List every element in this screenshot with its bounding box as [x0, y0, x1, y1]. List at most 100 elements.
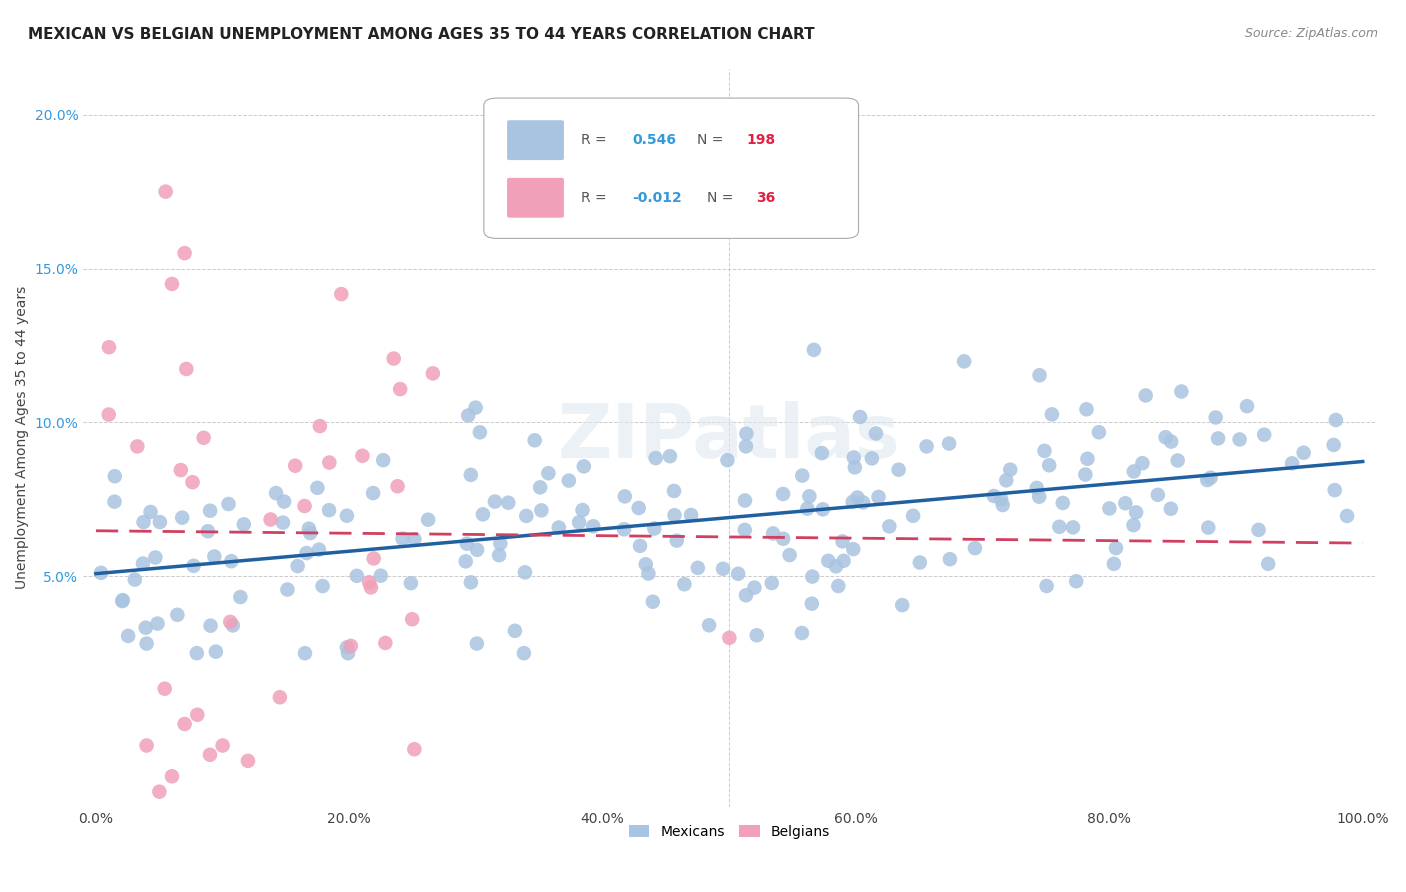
- Point: [173, 717, 195, 731]
- Point: [124, 573, 146, 587]
- Point: [172, 510, 194, 524]
- Point: [111, 594, 134, 608]
- Point: [1076, 402, 1098, 417]
- Point: [181, 475, 204, 490]
- Point: [1206, 432, 1229, 446]
- Point: [307, 481, 329, 495]
- Point: [135, 739, 157, 753]
- Point: [686, 561, 709, 575]
- Point: [295, 546, 318, 560]
- Point: [1064, 574, 1087, 589]
- Point: [582, 519, 605, 533]
- Point: [198, 504, 221, 518]
- Point: [627, 500, 650, 515]
- Text: 36: 36: [756, 191, 776, 205]
- Point: [1076, 451, 1098, 466]
- Point: [673, 577, 696, 591]
- Point: [166, 607, 188, 622]
- Point: [294, 499, 316, 513]
- Point: [1160, 434, 1182, 449]
- Point: [772, 487, 794, 501]
- Point: [97, 340, 120, 354]
- Legend: Mexicans, Belgians: Mexicans, Belgians: [623, 820, 835, 845]
- Y-axis label: Unemployment Among Ages 35 to 44 years: Unemployment Among Ages 35 to 44 years: [15, 286, 30, 590]
- Point: [1033, 443, 1056, 458]
- Point: [146, 616, 169, 631]
- Point: [1047, 520, 1070, 534]
- Point: [489, 536, 512, 550]
- Point: [523, 434, 546, 448]
- Point: [200, 618, 222, 632]
- Point: [1154, 430, 1177, 444]
- Point: [259, 512, 281, 526]
- Point: [803, 343, 825, 357]
- Point: [716, 453, 738, 467]
- Point: [1247, 523, 1270, 537]
- Point: [735, 588, 758, 602]
- Text: 198: 198: [747, 133, 775, 147]
- Point: [132, 515, 155, 529]
- Point: [613, 489, 636, 503]
- Point: [901, 508, 924, 523]
- Point: [222, 618, 245, 632]
- Point: [530, 503, 553, 517]
- Point: [221, 554, 243, 568]
- Point: [744, 581, 766, 595]
- Point: [193, 431, 215, 445]
- Point: [127, 439, 149, 453]
- Point: [382, 351, 405, 366]
- Point: [891, 598, 914, 612]
- Point: [868, 490, 890, 504]
- Point: [745, 628, 768, 642]
- Point: [1292, 446, 1315, 460]
- Point: [160, 769, 183, 783]
- Point: [1323, 483, 1346, 497]
- Point: [1167, 453, 1189, 467]
- Point: [1170, 384, 1192, 399]
- Point: [97, 408, 120, 422]
- Point: [1122, 465, 1144, 479]
- Point: [465, 636, 488, 650]
- Point: [1205, 410, 1227, 425]
- Point: [953, 354, 976, 368]
- Point: [468, 425, 491, 440]
- Point: [361, 486, 384, 500]
- Point: [643, 522, 665, 536]
- Point: [460, 467, 482, 482]
- Point: [464, 401, 486, 415]
- Point: [399, 576, 422, 591]
- Point: [735, 426, 758, 441]
- Point: [800, 597, 823, 611]
- Point: [186, 646, 208, 660]
- Point: [841, 495, 863, 509]
- Point: [173, 246, 195, 260]
- Point: [697, 618, 720, 632]
- Point: [865, 426, 887, 441]
- Point: [1062, 520, 1084, 534]
- Point: [318, 503, 340, 517]
- Point: [983, 489, 1005, 503]
- Point: [336, 640, 359, 655]
- Point: [711, 562, 734, 576]
- Point: [503, 624, 526, 638]
- Point: [1102, 557, 1125, 571]
- Point: [360, 581, 382, 595]
- Point: [1052, 496, 1074, 510]
- Point: [849, 409, 872, 424]
- Point: [401, 612, 423, 626]
- Point: [183, 558, 205, 573]
- Point: [1199, 471, 1222, 485]
- Point: [284, 458, 307, 473]
- Point: [311, 579, 333, 593]
- Point: [852, 495, 875, 509]
- Text: Source: ZipAtlas.com: Source: ZipAtlas.com: [1244, 27, 1378, 40]
- Point: [613, 522, 636, 536]
- Point: [416, 513, 439, 527]
- Point: [772, 532, 794, 546]
- Point: [211, 739, 233, 753]
- Point: [218, 497, 240, 511]
- Point: [488, 548, 510, 562]
- Point: [404, 742, 426, 756]
- Text: N =: N =: [707, 191, 734, 205]
- Point: [1197, 520, 1219, 534]
